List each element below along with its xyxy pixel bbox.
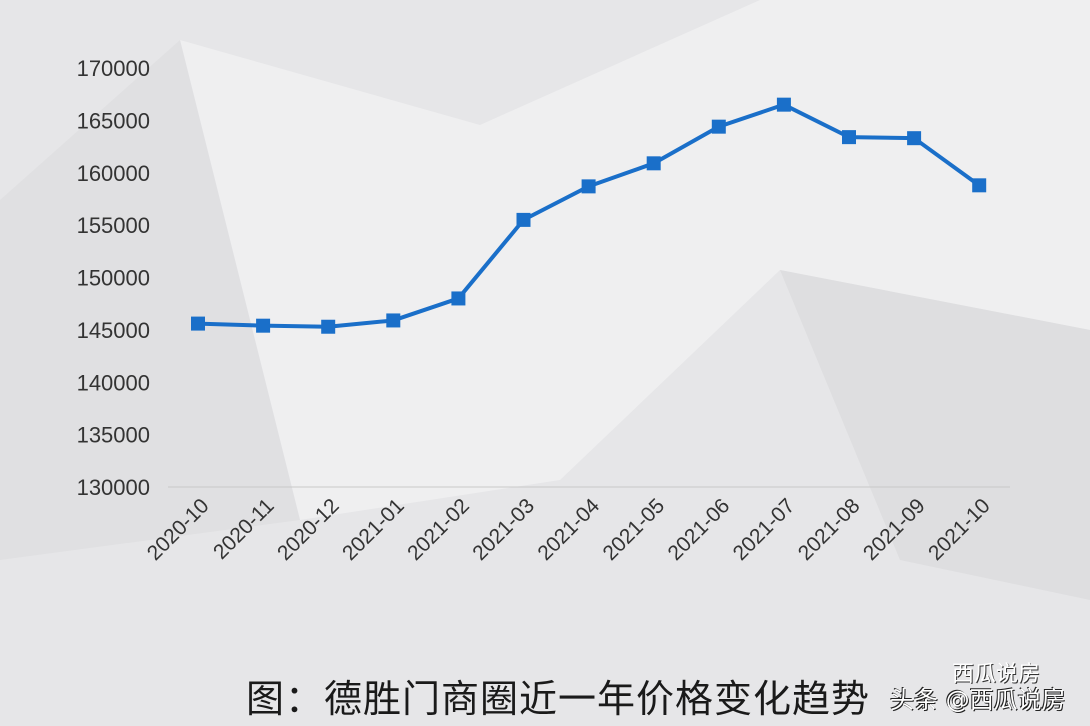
x-tick-label: 2021-10 bbox=[924, 494, 995, 565]
x-tick-label: 2021-06 bbox=[664, 494, 735, 565]
data-point-marker bbox=[451, 291, 466, 306]
data-point-marker bbox=[581, 179, 596, 194]
x-tick-label: 2021-08 bbox=[794, 494, 865, 565]
data-point-marker bbox=[386, 313, 401, 328]
x-tick-label: 2021-04 bbox=[533, 494, 604, 565]
y-tick-label: 170000 bbox=[77, 56, 150, 81]
y-tick-label: 135000 bbox=[77, 423, 150, 448]
x-tick-label: 2021-05 bbox=[598, 494, 669, 565]
y-tick-label: 130000 bbox=[77, 475, 150, 500]
x-tick-label: 2021-03 bbox=[468, 494, 539, 565]
data-point-marker bbox=[776, 97, 791, 112]
data-point-marker bbox=[516, 212, 531, 227]
x-tick-label: 2020-10 bbox=[143, 494, 214, 565]
x-tick-label: 2021-09 bbox=[859, 494, 930, 565]
y-tick-label: 165000 bbox=[77, 108, 150, 133]
x-tick-label: 2021-01 bbox=[338, 494, 409, 565]
data-point-marker bbox=[842, 130, 856, 145]
x-tick-label: 2021-07 bbox=[729, 494, 800, 565]
y-tick-label: 150000 bbox=[77, 266, 150, 291]
data-point-marker bbox=[972, 178, 987, 193]
y-tick-label: 155000 bbox=[77, 213, 150, 238]
series-line bbox=[197, 102, 981, 329]
y-tick-label: 160000 bbox=[77, 161, 150, 186]
data-point-marker bbox=[321, 319, 336, 334]
y-tick-label: 145000 bbox=[77, 318, 150, 343]
data-point-marker bbox=[907, 131, 922, 146]
chart-caption: 图：德胜门商圈近一年价格变化趋势 bbox=[246, 677, 871, 721]
watermark-name: 西瓜说房 bbox=[952, 662, 1041, 687]
data-point-marker bbox=[191, 316, 205, 331]
data-point-marker bbox=[711, 119, 726, 134]
watermark-handle: 头条 @西瓜说房 bbox=[890, 686, 1066, 714]
y-tick-label: 140000 bbox=[77, 370, 150, 395]
x-tick-label: 2020-12 bbox=[273, 494, 344, 565]
x-tick-label: 2020-11 bbox=[209, 494, 279, 564]
data-point-marker bbox=[256, 318, 271, 333]
data-point-marker bbox=[646, 156, 661, 171]
x-tick-label: 2021-02 bbox=[403, 494, 474, 565]
